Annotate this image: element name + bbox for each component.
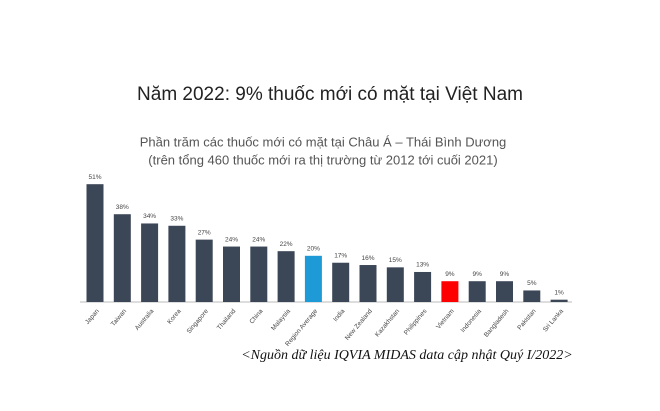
bar [386,267,404,302]
bar [359,265,377,302]
bar [86,184,104,302]
data-label: 33% [170,215,183,222]
x-tick-label: Malaysia [270,308,292,332]
bar [550,299,568,302]
data-label: 34% [143,213,156,220]
bar [141,223,159,302]
x-tick-label: Bangladesh [483,308,511,339]
data-label: 9% [445,271,455,278]
data-label: 24% [225,236,238,243]
data-label: 13% [416,262,429,269]
x-tick-label: India [332,308,347,324]
bar [223,246,240,302]
x-tick-label: Pakistan [516,308,538,332]
bar [113,214,131,302]
data-label: 51% [88,174,101,181]
chart-title: Năm 2022: 9% thuốc mới có mặt tại Việt N… [137,84,523,105]
bar [523,290,541,302]
x-tick-label: New Zealand [344,308,374,342]
x-tick-label: Kazakhstan [374,308,401,339]
data-label: 1% [554,289,564,296]
x-tick-label: Taiwan [110,308,129,328]
bar [250,246,268,302]
data-label: 16% [361,255,374,262]
x-tick-label: Japan [84,308,101,326]
x-tick-label: Vietnam [435,308,456,331]
chart-subtitle: (trên tổng 460 thuốc mới ra thị trường t… [148,152,497,167]
bar [332,262,350,302]
x-tick-label: Thailand [216,308,238,332]
x-tick-label: Singapore [186,308,211,335]
bar [195,239,213,302]
x-tick-label: Sri Lanka [542,308,565,334]
data-label: 9% [500,271,510,278]
data-label: 24% [252,236,265,243]
bar [168,225,186,302]
x-tick-label: Indonesia [460,308,484,334]
data-label: 27% [198,229,211,236]
bar [304,255,322,302]
x-tick-label: Korea [166,308,183,326]
x-tick-label: China [248,308,265,326]
data-label: 5% [527,280,537,287]
data-label: 20% [307,246,320,253]
x-tick-label: Philippines [403,307,429,336]
x-tick-label: Australia [134,308,156,332]
bar [468,281,486,302]
data-label: 22% [280,241,293,248]
source-note: <Nguồn dữ liệu IQVIA MIDAS data cập nhật… [241,348,573,363]
data-label: 38% [116,204,129,211]
data-label: 9% [472,271,482,278]
bar [414,271,432,302]
chart-subtitle: Phần trăm các thuốc mới có mặt tại Châu … [140,134,507,149]
bar [277,251,295,302]
data-label: 15% [389,257,402,264]
data-label: 17% [334,252,347,259]
bar [441,281,459,302]
bar [496,281,513,302]
